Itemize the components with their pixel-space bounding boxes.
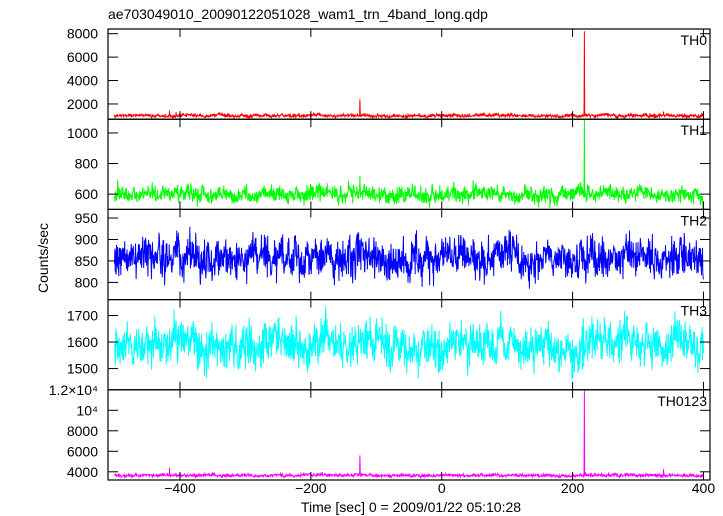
panel-frame [107,389,711,481]
panel-th3: 1500 1600 1700 TH3 [67,299,711,391]
y-tick-label: 600 [75,186,99,202]
panel-frame [107,28,711,120]
panel-label: TH1 [681,122,708,138]
series-line-th3 [114,307,704,379]
panel-th2: 800 850 900 950 TH2 [75,208,711,301]
panel-label: TH0123 [657,393,707,409]
y-tick-label: 800 [75,274,99,290]
panel-label: TH3 [681,303,708,319]
y-tick-label: 850 [75,253,99,269]
y-tick-label-top: 1.2×10⁴ [49,382,98,398]
series-line-th0123 [114,389,704,480]
y-tick-label: 4000 [67,464,98,480]
x-tick-label: 200 [561,480,585,496]
x-tick-label: −200 [295,480,327,496]
y-tick-label: 8000 [67,26,98,42]
y-tick-label: 900 [75,231,99,247]
y-tick-label: 6000 [67,443,98,459]
y-tick-label: 2000 [67,96,98,112]
x-tick-label: 0 [438,480,446,496]
y-tick-label: 1700 [67,308,98,324]
panel-th0123: 4000 6000 8000 10⁴ 1.2×10⁴ TH0123 [49,382,711,481]
x-tick-label: −400 [164,480,196,496]
series-line-th1 [114,119,704,209]
y-tick-label: 950 [75,210,99,226]
chart-title: ae703049010_20090122051028_wam1_trn_4ban… [108,6,488,22]
y-tick-label: 1600 [67,334,98,350]
panel-label: TH2 [681,212,708,228]
y-tick-label: 800 [75,156,99,172]
y-axis-label: Counts/sec [35,223,51,293]
y-tick-label: 6000 [67,49,98,65]
x-axis-label: Time [sec] 0 = 2009/01/22 05:10:28 [301,499,521,515]
panel-th0: 2000 4000 6000 8000 TH0 [67,26,711,120]
y-tick-label: 10⁴ [76,402,98,418]
series-line-th2 [114,226,704,289]
panel-label: TH0 [681,32,708,48]
x-tick-label: 400 [692,480,716,496]
series-line-th0 [114,31,704,120]
y-tick-label: 1500 [67,361,98,377]
y-tick-label: 4000 [67,73,98,89]
panel-th1: 600 800 1000 TH1 [67,118,711,210]
y-tick-label: 8000 [67,423,98,439]
y-tick-label: 1000 [67,125,98,141]
